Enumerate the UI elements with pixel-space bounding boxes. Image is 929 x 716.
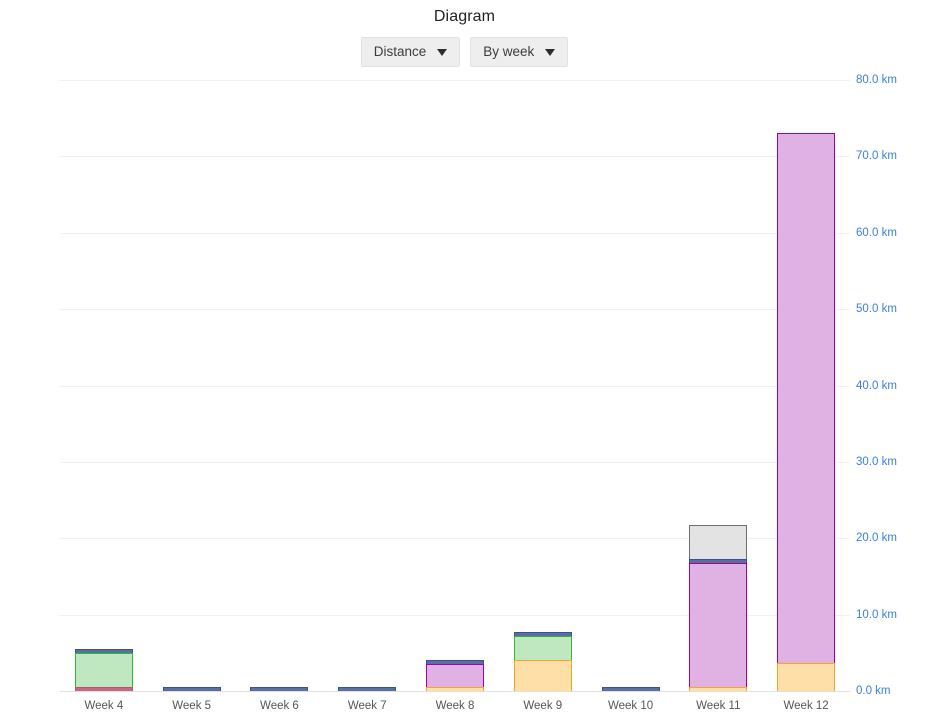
bar-segment-orange[interactable] [426,687,484,691]
bar-segment-purple[interactable] [689,562,748,687]
bar-group[interactable] [338,687,397,691]
metric-dropdown[interactable]: Distance [360,37,461,67]
y-axis-tick-label: 40.0 km [856,379,897,392]
bar-group[interactable] [162,687,221,691]
gridline [60,614,850,616]
x-axis-tick-label: Week 4 [84,700,124,712]
bar-segment-gray[interactable] [689,524,748,559]
x-axis-tick-label: Week 8 [435,700,475,712]
y-axis-tick-label: 80.0 km [856,74,897,86]
bar-segment-blue[interactable] [426,660,484,665]
gridline [60,309,850,311]
bar-segment-blue[interactable] [162,687,221,691]
bar-series [60,80,850,691]
bar-segment-purple[interactable] [777,133,836,663]
chevron-down-icon [437,48,448,56]
bar-group[interactable] [513,632,572,691]
bar-segment-purple[interactable] [426,664,484,687]
bar-segment-green[interactable] [513,636,572,661]
x-axis-tick-label: Week 9 [523,700,563,712]
bar-segment-orange[interactable] [689,687,748,691]
gridline [60,461,850,463]
metric-dropdown-label: Distance [373,44,427,60]
bar-segment-blue[interactable] [338,687,397,691]
period-dropdown[interactable]: By week [470,37,569,67]
bar-group[interactable] [777,133,836,691]
gridline [60,156,850,158]
x-axis-tick-label: Week 12 [783,700,829,712]
x-axis-tick-label: Week 11 [696,700,741,712]
bar-group[interactable] [601,687,660,691]
y-axis-tick-label: 70.0 km [856,150,897,163]
bar-group[interactable] [74,648,133,691]
bar-segment-green[interactable] [74,652,133,687]
gridline [60,385,850,387]
gridline [60,232,850,234]
y-axis-tick-label: 60.0 km [856,226,897,239]
chevron-down-icon [545,48,556,56]
bar-group[interactable] [689,524,748,691]
plot-area [60,80,850,692]
bar-segment-orange[interactable] [777,662,836,691]
y-axis-tick-label: 50.0 km [856,303,897,316]
bar-segment-pink[interactable] [74,687,133,691]
y-axis-tick-label: 30.0 km [856,455,897,468]
gridline [60,691,850,692]
bar-segment-blue[interactable] [250,687,309,691]
bar-segment-blue[interactable] [74,648,133,653]
y-axis-tick-label: 10.0 km [856,608,897,621]
x-axis-tick-label: Week 5 [172,700,212,712]
bar-group[interactable] [426,660,484,691]
y-axis-tick-label: 20.0 km [856,532,897,545]
bar-group[interactable] [250,687,309,691]
bar-segment-blue[interactable] [689,558,748,563]
y-axis-tick-label: 0.0 km [856,685,891,697]
gridline [60,538,850,540]
bar-segment-blue[interactable] [601,687,660,691]
bar-segment-blue[interactable] [513,632,572,637]
bar-segment-orange[interactable] [513,660,572,691]
page-title: Diagram [433,8,496,25]
x-axis-tick-label: Week 6 [260,700,299,712]
period-dropdown-label: By week [483,44,535,60]
x-axis-tick-label: Week 10 [607,700,654,712]
x-axis-tick-label: Week 7 [347,700,387,712]
chart-controls: Distance By week [0,37,929,67]
gridline [60,80,850,81]
